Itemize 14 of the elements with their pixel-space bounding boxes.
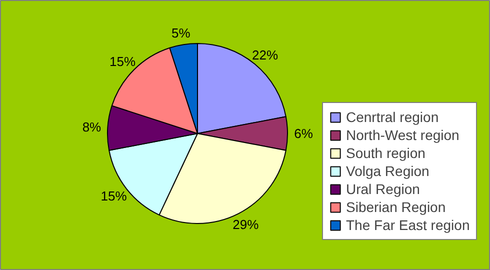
- legend-label: The Far East region: [346, 217, 470, 233]
- legend-label: South region: [346, 145, 426, 161]
- data-label: 8%: [82, 120, 102, 135]
- legend-label: Ural Region: [346, 181, 420, 197]
- legend-label: Volga Region: [346, 163, 430, 179]
- data-label: 5%: [172, 25, 191, 40]
- legend-label: Siberian Region: [346, 199, 446, 215]
- data-label: 15%: [100, 188, 128, 204]
- data-label: 22%: [252, 47, 279, 62]
- data-label: 6%: [294, 126, 314, 141]
- legend-label: North-West region: [346, 127, 460, 143]
- legend-label: Cenrtral region: [346, 109, 439, 125]
- data-label: 15%: [110, 54, 136, 69]
- data-label: 29%: [232, 216, 260, 232]
